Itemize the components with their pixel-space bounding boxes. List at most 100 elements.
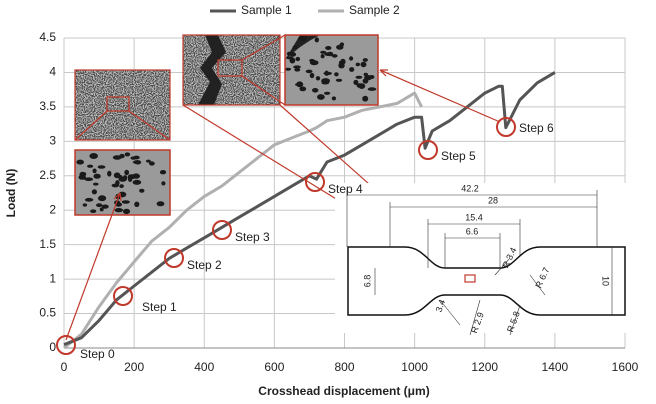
step-label: Step 5 [441, 149, 476, 163]
particle [132, 160, 141, 164]
particle [114, 208, 124, 213]
inset-frame [74, 69, 171, 141]
connector [241, 75, 286, 106]
particle [134, 201, 140, 207]
y-tick-label: 4.5 [39, 30, 56, 44]
arrow [379, 69, 501, 123]
particle [355, 62, 360, 67]
step-label: Step 0 [80, 347, 115, 361]
particle [87, 164, 94, 168]
particle [312, 88, 319, 93]
particle [325, 46, 332, 50]
inset-frame [74, 149, 171, 216]
series-line [63, 91, 423, 350]
x-tick-label: 1000 [401, 360, 428, 374]
x-axis-label: Crosshead displacement (μm) [258, 384, 429, 398]
y-tick-label: 0.5 [39, 306, 56, 320]
inset-frame [284, 34, 379, 106]
x-tick-label: 1400 [542, 360, 569, 374]
arrowhead [379, 69, 388, 77]
inset-a [74, 69, 171, 141]
particle [93, 173, 101, 179]
particle [121, 200, 130, 204]
inset-bg [75, 150, 170, 215]
step-marker [496, 117, 516, 137]
step-marker [212, 220, 232, 240]
dimension-label: 3.4 [434, 298, 448, 313]
particle [331, 54, 338, 58]
dimension-label: 6.6 [466, 226, 479, 236]
particle [309, 72, 315, 79]
dimension-label: 10 [601, 276, 611, 286]
y-axis-label: Load (N) [4, 169, 18, 218]
inset-noise [183, 35, 280, 105]
particle [294, 68, 301, 72]
particle [113, 172, 121, 179]
particle [115, 202, 123, 207]
particle [76, 159, 84, 165]
particle [119, 184, 124, 189]
y-tick-label: 1.5 [39, 237, 56, 251]
inset-d [284, 34, 379, 106]
particle [324, 91, 331, 95]
particle [101, 204, 109, 209]
particle [161, 181, 166, 186]
step-label: Step 2 [187, 258, 222, 272]
crack [198, 35, 226, 105]
particle [124, 152, 131, 157]
particle [286, 56, 294, 60]
connector [128, 110, 171, 141]
particle [362, 95, 369, 102]
particle [349, 67, 355, 72]
particle [82, 203, 88, 207]
arrow [65, 192, 121, 341]
step-label: Step 6 [519, 121, 554, 135]
particle [320, 50, 327, 54]
particle [305, 69, 313, 74]
particle [90, 153, 96, 157]
step-label: Step 3 [235, 230, 270, 244]
x-tick-label: 1200 [471, 360, 498, 374]
dimension-label: 15.4 [465, 212, 483, 222]
particle [93, 182, 99, 186]
step-marker [56, 335, 76, 355]
particle [124, 169, 130, 176]
particle [299, 86, 307, 92]
particle [336, 44, 344, 50]
particle [159, 170, 167, 175]
particle [295, 56, 301, 62]
particle [353, 79, 359, 85]
inset-c [182, 34, 281, 106]
particle [324, 52, 333, 56]
particle [127, 176, 133, 182]
y-tick-label: 3 [49, 134, 56, 148]
x-tick-label: 400 [194, 360, 214, 374]
dimension-lines [346, 190, 613, 336]
particle [118, 176, 127, 182]
connector [74, 110, 108, 141]
particle [97, 165, 106, 169]
particle [349, 56, 354, 61]
particle [91, 189, 97, 195]
particle [367, 87, 377, 91]
y-tick-label: 1 [49, 271, 56, 285]
dimension-label: 42.2 [461, 183, 479, 193]
particle [146, 159, 151, 163]
legend-label: Sample 1 [241, 3, 292, 17]
step-marker [113, 286, 133, 306]
inset-frame [182, 34, 281, 106]
particle [84, 197, 94, 202]
particle [358, 83, 366, 89]
y-tick-label: 2.5 [39, 168, 56, 182]
particle [335, 78, 343, 82]
x-tick-label: 600 [264, 360, 284, 374]
zoom-box [106, 96, 130, 112]
particle [156, 201, 165, 207]
inset-b [74, 149, 171, 216]
particle [96, 203, 103, 208]
particle [132, 179, 142, 185]
particle [331, 96, 337, 101]
step-marker [418, 140, 438, 160]
dimension-label: 6.8 [362, 275, 372, 288]
